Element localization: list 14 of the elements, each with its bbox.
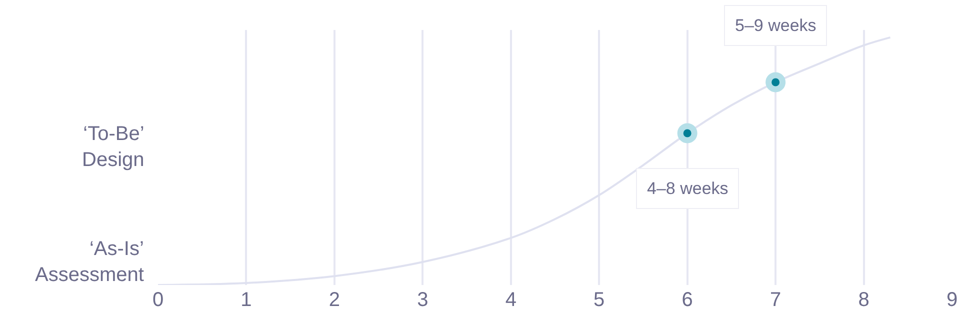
x-tick-label: 2 — [328, 289, 340, 311]
text: ‘As-Is’ Assessment — [35, 238, 144, 286]
x-tick-label: 6 — [682, 289, 693, 311]
x-tick-label: 9 — [946, 289, 958, 311]
x-tick-label: 7 — [770, 289, 782, 311]
x-tick-label: 1 — [240, 289, 252, 311]
annotation: 5–9 weeks — [735, 16, 816, 35]
x-tick-label: 0 — [152, 289, 164, 311]
text: ‘To-Be’ Design — [82, 123, 144, 171]
annotation: 4–8 weeks — [647, 179, 728, 198]
x-tick-label: 8 — [858, 289, 870, 311]
x-tick-label: 5 — [594, 289, 605, 311]
x-tick-label: 3 — [417, 289, 428, 311]
x-tick-label: 4 — [505, 289, 516, 311]
